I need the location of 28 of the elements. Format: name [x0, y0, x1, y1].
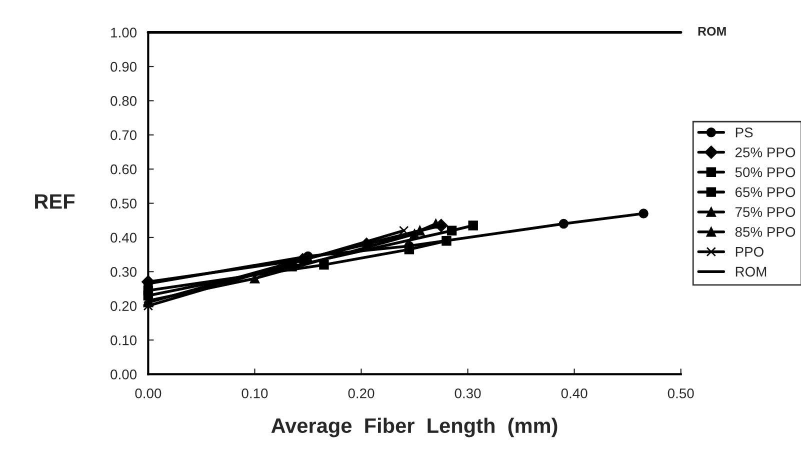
y-tick-label: 1.00	[111, 28, 137, 38]
legend-label: 65% PPO	[735, 187, 796, 198]
legend-label: ROM	[736, 266, 766, 277]
x-tick-label: 0.50	[668, 388, 694, 398]
y-tick-label: 0.20	[110, 301, 137, 312]
x-tick-label: 0.20	[348, 388, 374, 398]
y-tick-label: 0.80	[110, 96, 137, 106]
x-tick-label: 0.10	[242, 388, 268, 398]
y-tick-label: 0.00	[110, 370, 137, 380]
legend-label: PS	[736, 128, 753, 138]
legend-label: 85% PPO	[735, 227, 796, 237]
legend-label: 50% PPO	[735, 167, 796, 178]
y-tick-label: 0.50	[110, 198, 137, 208]
y-tick-label: 0.40	[110, 232, 137, 243]
x-tick-label: 0.30	[454, 388, 481, 398]
legend-label: 25% PPO	[735, 147, 796, 158]
y-axis-title: REF	[35, 194, 75, 209]
y-tick-label: 0.30	[110, 266, 137, 277]
legend-label: 75% PPO	[736, 207, 796, 217]
annotation: ROM	[698, 26, 726, 36]
x-tick-label: 0.00	[135, 388, 162, 398]
x-axis-title: Average Fiber Length (mm)	[271, 418, 558, 438]
legend-label: PPO	[736, 246, 764, 257]
y-tick-label: 0.10	[110, 335, 137, 346]
y-tick-label: 0.60	[110, 164, 137, 174]
y-tick-label: 0.70	[110, 130, 137, 140]
x-tick-label: 0.40	[561, 388, 588, 398]
y-tick-label: 0.90	[110, 62, 137, 72]
